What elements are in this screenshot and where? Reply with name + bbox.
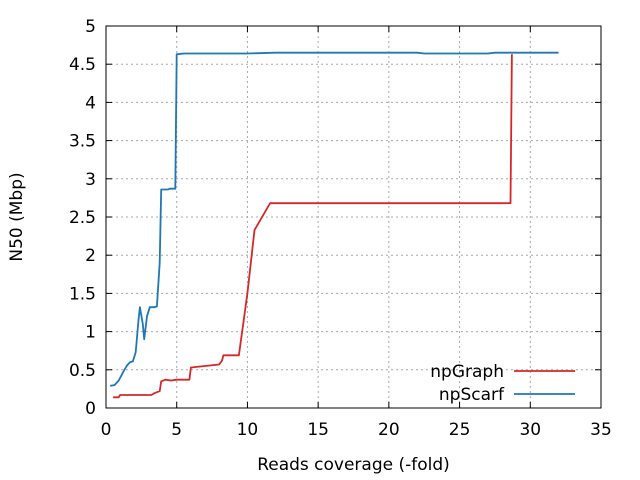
series-line-npscarf bbox=[110, 51, 559, 387]
y-tick-label: 0 bbox=[85, 399, 96, 419]
x-tick-label: 20 bbox=[378, 420, 400, 440]
x-tick-label: 30 bbox=[519, 420, 541, 440]
series-line-npgraph bbox=[113, 54, 513, 399]
legend: npGraph npScarf bbox=[430, 362, 575, 405]
y-tick-label: 5 bbox=[85, 17, 96, 37]
x-tick-labels: 0 5 10 15 20 25 30 35 bbox=[101, 420, 612, 440]
series-lines bbox=[110, 51, 559, 399]
y-tick-label: 4 bbox=[85, 93, 96, 113]
legend-label: npScarf bbox=[439, 385, 505, 405]
x-tick-label: 35 bbox=[590, 420, 612, 440]
y-tick-label: 3 bbox=[85, 170, 96, 190]
y-tick-label: 1.5 bbox=[69, 284, 96, 304]
axis-ticks bbox=[105, 25, 602, 409]
x-tick-label: 5 bbox=[171, 420, 182, 440]
y-tick-label: 1 bbox=[85, 323, 96, 343]
x-tick-label: 15 bbox=[307, 420, 329, 440]
x-tick-label: 0 bbox=[101, 420, 112, 440]
y-tick-label: 2.5 bbox=[69, 208, 96, 228]
x-tick-label: 10 bbox=[237, 420, 259, 440]
x-tick-label: 25 bbox=[449, 420, 471, 440]
y-tick-label: 2 bbox=[85, 246, 96, 266]
y-tick-label: 3.5 bbox=[69, 132, 96, 152]
y-tick-labels: 0 0.5 1 1.5 2 2.5 3 3.5 4 4.5 5 bbox=[69, 17, 96, 419]
grid-lines bbox=[106, 26, 601, 408]
legend-label: npGraph bbox=[430, 362, 504, 382]
y-tick-label: 4.5 bbox=[69, 55, 96, 75]
x-axis-title: Reads coverage (-fold) bbox=[257, 455, 450, 475]
y-axis-title: N50 (Mbp) bbox=[7, 172, 27, 261]
y-tick-label: 0.5 bbox=[69, 361, 96, 381]
